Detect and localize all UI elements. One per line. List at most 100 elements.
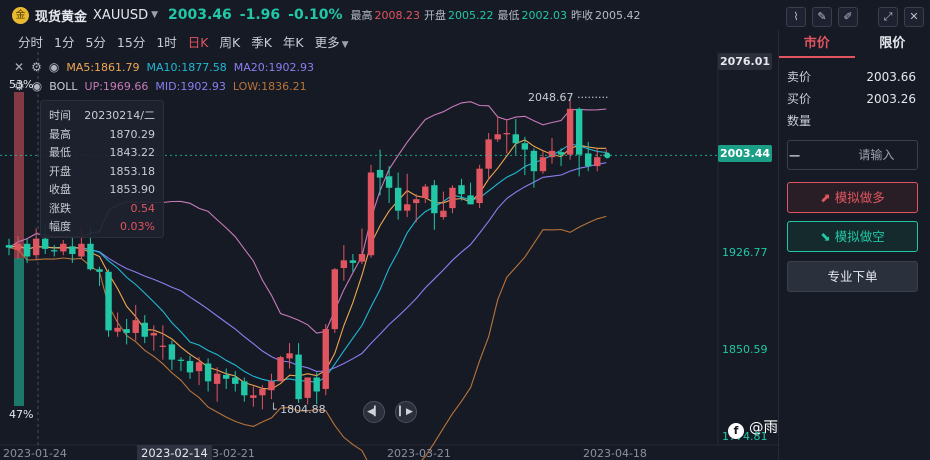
simulated-long-button[interactable]: ⬈ 模拟做多 (787, 182, 918, 213)
draw-icon[interactable]: ✐ (838, 7, 858, 27)
peak-annotation: 2048.67 ········· (528, 91, 608, 104)
top-price-tag: 2076.01 (718, 53, 772, 70)
current-price-dot (604, 152, 611, 159)
candle-body (566, 108, 574, 155)
candle-body (132, 320, 139, 333)
date-axis-label: 2023-03-21 (387, 447, 451, 460)
candle-body (594, 157, 601, 167)
period-tab[interactable]: 1时 (156, 34, 177, 50)
boll-label: BOLL (49, 79, 78, 93)
candle-body (358, 253, 366, 262)
candle-body (60, 243, 67, 252)
date-axis-label: 2023-01-24 (3, 447, 67, 460)
eye-icon[interactable]: ◉ (48, 60, 60, 74)
line-chart-icon[interactable]: ⌇ (786, 7, 806, 27)
candle-body (512, 134, 519, 144)
edit-icon[interactable]: ✎ (812, 7, 832, 27)
scroll-left-button[interactable]: ◀▎ (363, 401, 385, 423)
tooltip-row: 收盘 1853.90 (49, 183, 155, 196)
close-icon[interactable]: ✕ (904, 7, 924, 27)
ma20-label: MA20:1902.93 (233, 60, 314, 74)
more-label: 更多 (314, 34, 340, 50)
period-tab[interactable]: 季K (251, 34, 272, 50)
scroll-right-button[interactable]: ▎▶ (395, 401, 417, 423)
candle-body (5, 245, 13, 248)
period-tab[interactable]: 5分 (85, 34, 106, 50)
candle-body (431, 185, 438, 214)
period-tab[interactable]: 15分 (116, 34, 146, 50)
period-tab[interactable]: 分时 (18, 34, 44, 50)
candle-body (295, 354, 302, 400)
candlestick-chart[interactable]: 2048.67 ········· └ 1804.88 (0, 52, 778, 460)
candle-body (51, 250, 58, 252)
tooltip-row: 开盘 1853.18 (49, 164, 155, 178)
percent-top: 53% (9, 78, 34, 91)
buy-price-row: 买价 2003.26 (787, 92, 916, 106)
quantity-stepper: − + (787, 140, 930, 170)
tooltip-row: 最高 1870.29 (49, 127, 155, 141)
buy-percent-bar (14, 92, 24, 258)
candle-body (114, 327, 121, 332)
prev-close-value: 2005.42 (595, 8, 641, 22)
candle-body (250, 395, 257, 398)
pro-order-button[interactable]: 专业下单 (787, 261, 918, 292)
candle-body (23, 243, 31, 257)
candle-body (232, 377, 239, 384)
last-price: 2003.46 (168, 7, 232, 23)
tooltip-row: 最低 1843.22 (49, 146, 155, 159)
candle-body (467, 195, 474, 205)
boll-low-label: LOW:1836.21 (232, 79, 307, 93)
candle-body (422, 186, 429, 198)
tab-market[interactable]: 市价 (779, 30, 855, 58)
period-tab-active[interactable]: 日K (187, 34, 209, 50)
period-tab[interactable]: 周K (219, 34, 241, 50)
simulated-short-button[interactable]: ⬊ 模拟做空 (787, 221, 918, 252)
candle-body (304, 377, 311, 398)
candle-body (376, 169, 384, 178)
price-axis-tick: 1850.59 (722, 343, 768, 356)
candle-body (449, 187, 456, 209)
current-price-tag: 2003.44 (718, 145, 772, 162)
prev-close-label: 昨收 (571, 9, 594, 22)
candle-body (331, 269, 338, 330)
ma5-label: MA5:1861.79 (66, 60, 140, 74)
gear-icon[interactable]: ⚙ (14, 79, 25, 93)
candle-body (585, 153, 592, 167)
sell-price-row: 卖价 2003.66 (787, 70, 916, 84)
candle-body (204, 363, 212, 382)
period-tab[interactable]: 1分 (54, 34, 75, 50)
candle-body (141, 322, 148, 337)
candle-body (195, 362, 203, 372)
candle-body (78, 243, 85, 257)
eye-icon[interactable]: ◉ (31, 79, 43, 93)
open-value: 2005.22 (448, 8, 494, 22)
low-value: 2002.03 (521, 8, 568, 22)
minus-icon[interactable]: − (788, 145, 802, 165)
order-type-tabs: 市价 限价 (779, 30, 930, 58)
chevron-down-icon: ▼ (341, 39, 349, 50)
candle-body (168, 344, 176, 360)
candle-body (277, 357, 284, 382)
candle-body (413, 199, 420, 204)
quote-header: 金 现货黄金 XAUUSD ▼ 2003.46 -1.96 -0.10% 最高 … (0, 0, 930, 30)
tab-limit[interactable]: 限价 (879, 36, 906, 51)
candle-body (105, 271, 112, 331)
close-icon[interactable]: ✕ (14, 60, 25, 74)
boll-lower-line (8, 215, 607, 460)
candle-body (42, 238, 49, 249)
instrument-symbol[interactable]: XAUUSD (93, 7, 149, 23)
candle-body (313, 377, 320, 392)
gear-icon[interactable]: ⚙ (31, 60, 42, 74)
instrument-name[interactable]: 现货黄金 (35, 9, 88, 25)
more-periods-button[interactable]: 更多 ▼ (315, 32, 359, 51)
boll-legend: ⚙ ◉ BOLL UP:1969.66 MID:1902.93 LOW:1836… (14, 79, 307, 93)
quantity-input[interactable] (801, 148, 930, 162)
candle-body (223, 374, 230, 379)
period-tab[interactable]: 年K (282, 34, 304, 50)
candle-body (385, 176, 393, 188)
expand-icon[interactable]: ⤢ (878, 7, 898, 27)
chevron-down-icon[interactable]: ▼ (151, 10, 159, 20)
arrow-down-icon: ⬊ (820, 229, 835, 244)
candle-body (548, 150, 556, 158)
candle-body (340, 260, 348, 268)
